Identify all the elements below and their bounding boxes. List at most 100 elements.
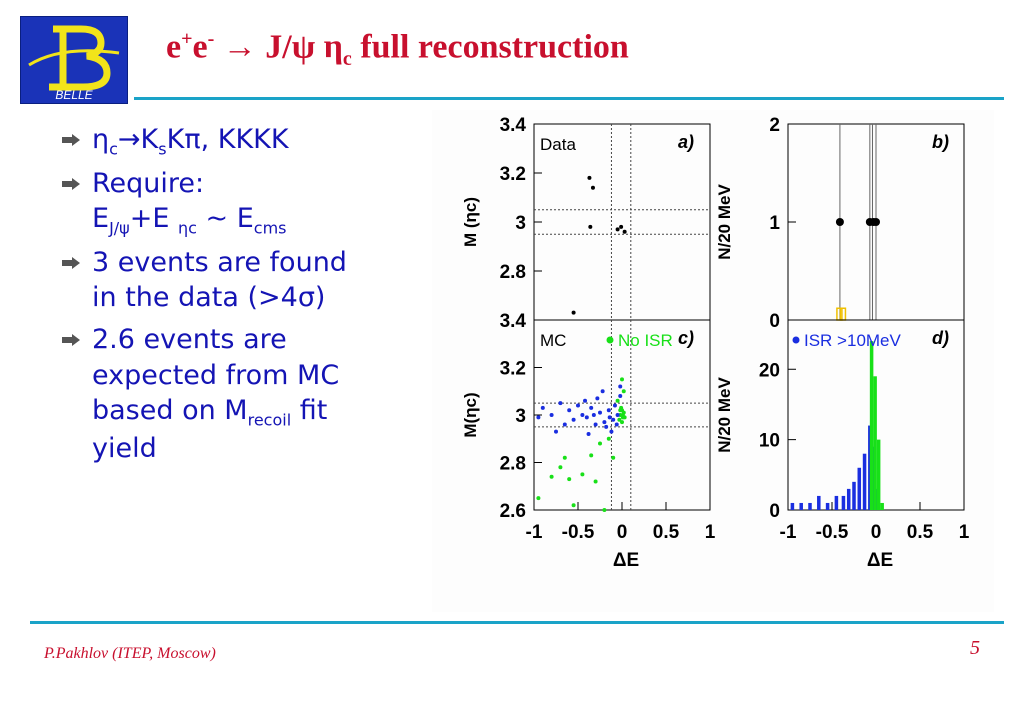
- y-tick-label: 10: [759, 431, 780, 452]
- mc-point: [554, 429, 558, 434]
- data-point: [571, 310, 576, 315]
- y-tick-label: 3: [515, 406, 526, 427]
- mc-point: [567, 408, 572, 413]
- histogram-bar: [862, 453, 867, 510]
- mc-point: [602, 508, 607, 512]
- x-tick-label: -0.5: [816, 522, 849, 543]
- mc-point: [615, 398, 620, 403]
- mc-point: [598, 441, 602, 446]
- mc-point: [602, 420, 607, 425]
- mc-point: [567, 477, 572, 482]
- mc-point: [618, 408, 623, 413]
- mc-point: [583, 398, 588, 403]
- y-tick-label: 20: [759, 360, 780, 381]
- page-number: 5: [970, 637, 980, 659]
- y-tick-label: 1: [769, 213, 780, 234]
- bullet-arrow-icon: [62, 177, 80, 190]
- histogram-bar: [880, 502, 884, 510]
- mc-point: [620, 377, 624, 382]
- data-point: [615, 227, 620, 232]
- histogram-bar: [869, 341, 874, 510]
- histogram-bar: [808, 502, 812, 510]
- x-tick-label: -0.5: [562, 522, 595, 543]
- logo-text: BELLE: [55, 88, 93, 102]
- histogram-bar: [825, 502, 830, 510]
- x-tick-label: -1: [526, 522, 543, 543]
- slide-title: e+e- → J/ψ ηc full reconstruction: [166, 28, 629, 71]
- mc-point: [611, 455, 616, 460]
- mc-point: [558, 401, 563, 406]
- mc-point: [606, 436, 611, 441]
- panel-label: c): [678, 328, 694, 348]
- mc-bar: [839, 307, 847, 321]
- x-tick-label: 1: [959, 522, 970, 543]
- mc-point: [549, 474, 554, 479]
- mc-point: [562, 422, 567, 427]
- mc-point: [580, 413, 585, 417]
- y-tick-label: 3.2: [500, 164, 526, 185]
- y-tick-label: 3: [515, 213, 526, 234]
- mc-point: [549, 413, 554, 417]
- histogram-bar: [841, 495, 846, 510]
- mc-point: [571, 503, 576, 508]
- x-tick-label: 0: [871, 522, 882, 543]
- belle-logo-graphic: BELLE: [28, 25, 120, 102]
- legend-dot: [792, 336, 800, 344]
- bullet-arrow-icon: [62, 256, 80, 269]
- footer-author: P.Pakhlov (ITEP, Moscow): [44, 645, 216, 662]
- mc-point: [615, 413, 620, 417]
- histogram-bar: [876, 439, 881, 510]
- panel-label: d): [932, 328, 949, 348]
- bullet-events-expected: 2.6 events are expected from MC based on…: [62, 322, 432, 466]
- mc-point: [558, 465, 563, 470]
- footer-rule: [30, 621, 1004, 624]
- mc-point: [536, 415, 541, 420]
- mc-point: [621, 389, 626, 394]
- legend-dot: [606, 336, 614, 344]
- panel-tag: Data: [540, 135, 576, 154]
- mc-point: [580, 472, 585, 477]
- y-axis-label: N/20 MeV: [715, 377, 734, 453]
- mc-point: [536, 496, 541, 501]
- mc-point: [576, 403, 580, 408]
- belle-logo: BELLE: [20, 16, 128, 104]
- data-point: [587, 175, 592, 180]
- y-tick-label: 0: [769, 501, 780, 522]
- mc-point: [571, 417, 576, 422]
- bullet-arrow-icon: [62, 333, 80, 346]
- y-tick-label: 0: [769, 311, 780, 332]
- bullet-require: Require: EJ/ψ+E ηc ~ Ecms: [62, 166, 432, 239]
- y-axis-label: M(ηc): [461, 392, 480, 437]
- histogram-bar: [846, 488, 851, 510]
- x-axis-label: ΔE: [613, 550, 639, 571]
- y-tick-label: 2: [769, 115, 780, 136]
- x-axis-label: ΔE: [867, 550, 893, 571]
- mc-point: [609, 429, 614, 434]
- mc-point: [589, 453, 594, 458]
- mc-point: [595, 396, 600, 401]
- mc-point: [606, 408, 611, 413]
- mc-point: [612, 403, 617, 408]
- mc-point: [591, 413, 596, 417]
- mc-point: [618, 384, 623, 389]
- bullet-events-found: 3 events are found in the data (>4σ): [62, 245, 432, 316]
- y-axis-label: M (ηc): [461, 197, 480, 247]
- data-point: [835, 218, 844, 226]
- y-tick-label: 2.8: [500, 262, 526, 283]
- mc-point: [620, 420, 624, 425]
- histogram-bar: [868, 425, 872, 510]
- legend-label: No ISR: [618, 331, 673, 350]
- mc-point: [611, 417, 616, 422]
- data-point: [588, 224, 593, 229]
- mc-point: [604, 424, 609, 429]
- mc-point: [598, 410, 602, 415]
- y-tick-label: 2.6: [500, 501, 526, 522]
- mc-point: [593, 479, 598, 484]
- x-tick-label: -1: [780, 522, 797, 543]
- x-tick-label: 0: [617, 522, 628, 543]
- mc-point: [589, 405, 594, 410]
- histogram-bar: [790, 502, 795, 510]
- legend-label: ISR >10MeV: [804, 331, 902, 350]
- y-axis-label: N/20 MeV: [715, 184, 734, 260]
- plot-figure: 3.4 3.2 3 2.8 M (ηc) a) Data 2 1 0 N/20 MeV b) 3.4 3.…: [432, 110, 994, 612]
